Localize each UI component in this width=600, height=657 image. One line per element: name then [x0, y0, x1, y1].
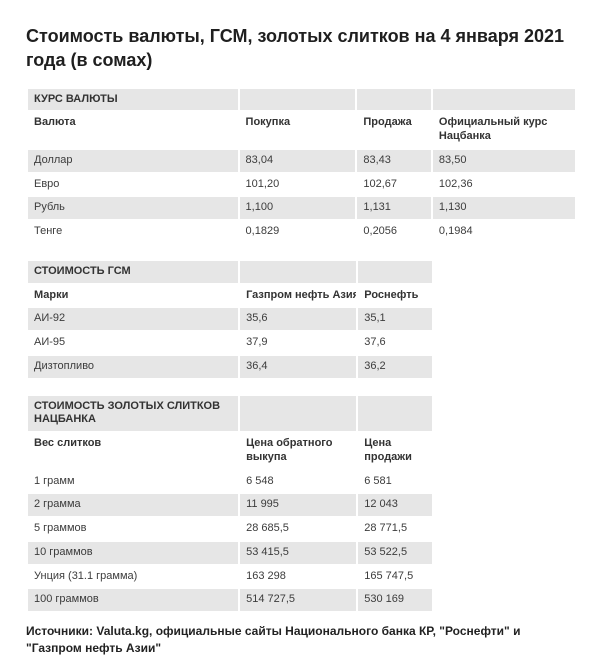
- value-cell: 6 548: [240, 470, 357, 493]
- column-header: Официальный курс Нацбанка: [432, 112, 575, 148]
- value-cell: 37,9: [240, 332, 357, 354]
- value-cell: 102,36: [432, 173, 575, 196]
- currency-section-row: КУРС ВАЛЮТЫ: [28, 88, 575, 111]
- row-label-cell: Дизтопливо: [28, 355, 239, 378]
- value-cell: 35,1: [358, 308, 432, 331]
- value-cell: 83,04: [239, 149, 356, 172]
- section-spacer: [26, 245, 574, 259]
- currency-table: КУРС ВАЛЮТЫ Валюта Покупка Продажа Офици…: [26, 87, 577, 245]
- table-row: АИ-95 37,9 37,6: [28, 332, 432, 354]
- currency-header-row: Валюта Покупка Продажа Официальный курс …: [28, 112, 575, 148]
- row-label-cell: АИ-92: [28, 308, 239, 331]
- value-cell: 0,2056: [357, 221, 431, 243]
- value-cell: 165 747,5: [358, 565, 432, 588]
- value-cell: 11 995: [240, 494, 357, 517]
- value-cell: 53 415,5: [240, 541, 357, 564]
- value-cell: 36,2: [358, 355, 432, 378]
- value-cell: 0,1829: [239, 221, 356, 243]
- table-row: Рубль 1,100 1,131 1,130: [28, 197, 575, 220]
- table-row: Тенге 0,1829 0,2056 0,1984: [28, 221, 575, 243]
- gold-section-title: СТОИМОСТЬ ЗОЛОТЫХ СЛИТКОВ НАЦБАНКА: [28, 395, 239, 432]
- row-label-cell: Доллар: [28, 149, 238, 172]
- column-header: Газпром нефть Азия: [240, 284, 357, 307]
- row-label-cell: 5 граммов: [28, 518, 239, 540]
- table-row: 10 граммов 53 415,5 53 522,5: [28, 541, 432, 564]
- column-header: Покупка: [239, 112, 356, 148]
- table-row: 1 грамм 6 548 6 581: [28, 470, 432, 493]
- table-row: Евро 101,20 102,67 102,36: [28, 173, 575, 196]
- gold-table: СТОИМОСТЬ ЗОЛОТЫХ СЛИТКОВ НАЦБАНКА Вес с…: [26, 394, 434, 614]
- row-label-cell: АИ-95: [28, 332, 239, 354]
- row-label-cell: Унция (31.1 грамма): [28, 565, 239, 588]
- empty-cell: [357, 88, 431, 111]
- value-cell: 28 771,5: [358, 518, 432, 540]
- row-label-cell: 10 граммов: [28, 541, 239, 564]
- row-label-cell: Тенге: [28, 221, 238, 243]
- value-cell: 0,1984: [432, 221, 575, 243]
- empty-cell: [432, 88, 575, 111]
- value-cell: 101,20: [239, 173, 356, 196]
- column-header: Марки: [28, 284, 239, 307]
- value-cell: 83,50: [432, 149, 575, 172]
- sources-note: Источники: Valuta.kg, официальные сайты …: [26, 624, 521, 655]
- value-cell: 83,43: [357, 149, 431, 172]
- currency-section-title: КУРС ВАЛЮТЫ: [28, 88, 238, 111]
- row-label-cell: Рубль: [28, 197, 238, 220]
- value-cell: 1,100: [239, 197, 356, 220]
- column-header: Валюта: [28, 112, 238, 148]
- value-cell: 1,130: [432, 197, 575, 220]
- value-cell: 28 685,5: [240, 518, 357, 540]
- value-cell: 35,6: [240, 308, 357, 331]
- gold-section-row: СТОИМОСТЬ ЗОЛОТЫХ СЛИТКОВ НАЦБАНКА: [28, 395, 432, 432]
- row-label-cell: 1 грамм: [28, 470, 239, 493]
- column-header: Роснефть: [358, 284, 432, 307]
- column-header: Продажа: [357, 112, 431, 148]
- gold-header-row: Вес слитков Цена обратного выкупа Цена п…: [28, 433, 432, 469]
- column-header: Цена продажи: [358, 433, 432, 469]
- empty-cell: [240, 260, 357, 283]
- column-header: Цена обратного выкупа: [240, 433, 357, 469]
- value-cell: 514 727,5: [240, 589, 357, 612]
- table-row: 100 граммов 514 727,5 530 169: [28, 589, 432, 612]
- table-row: Доллар 83,04 83,43 83,50: [28, 149, 575, 172]
- fuel-section-title: СТОИМОСТЬ ГСМ: [28, 260, 239, 283]
- fuel-header-row: Марки Газпром нефть Азия Роснефть: [28, 284, 432, 307]
- page-title: Стоимость валюты, ГСМ, золотых слитков н…: [26, 26, 565, 71]
- value-cell: 530 169: [358, 589, 432, 612]
- value-cell: 36,4: [240, 355, 357, 378]
- value-cell: 6 581: [358, 470, 432, 493]
- empty-cell: [358, 395, 432, 432]
- section-spacer: [26, 380, 574, 394]
- row-label-cell: Евро: [28, 173, 238, 196]
- table-row: АИ-92 35,6 35,1: [28, 308, 432, 331]
- empty-cell: [239, 88, 356, 111]
- column-header: Вес слитков: [28, 433, 239, 469]
- table-row: 5 граммов 28 685,5 28 771,5: [28, 518, 432, 540]
- value-cell: 102,67: [357, 173, 431, 196]
- table-row: Дизтопливо 36,4 36,2: [28, 355, 432, 378]
- row-label-cell: 100 граммов: [28, 589, 239, 612]
- table-row: 2 грамма 11 995 12 043: [28, 494, 432, 517]
- row-label-cell: 2 грамма: [28, 494, 239, 517]
- empty-cell: [358, 260, 432, 283]
- value-cell: 37,6: [358, 332, 432, 354]
- value-cell: 163 298: [240, 565, 357, 588]
- value-cell: 12 043: [358, 494, 432, 517]
- value-cell: 1,131: [357, 197, 431, 220]
- value-cell: 53 522,5: [358, 541, 432, 564]
- empty-cell: [240, 395, 357, 432]
- fuel-table: СТОИМОСТЬ ГСМ Марки Газпром нефть Азия Р…: [26, 259, 434, 380]
- table-row: Унция (31.1 грамма) 163 298 165 747,5: [28, 565, 432, 588]
- fuel-section-row: СТОИМОСТЬ ГСМ: [28, 260, 432, 283]
